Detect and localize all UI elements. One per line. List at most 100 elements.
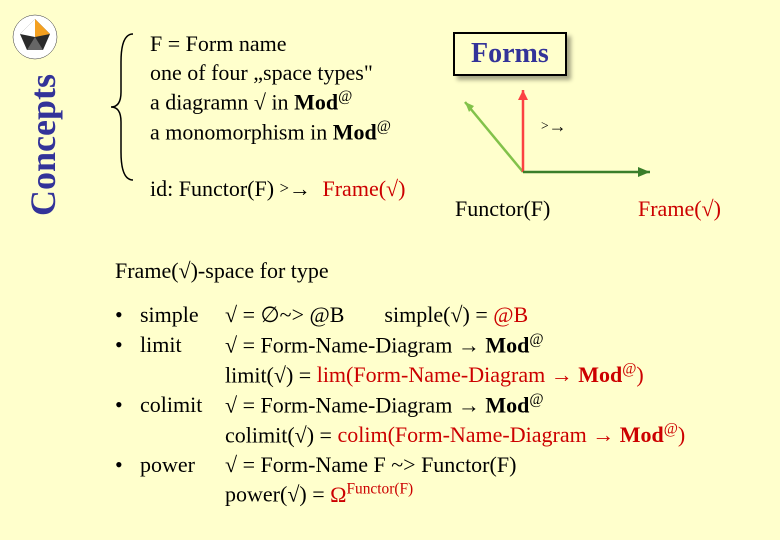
t: Mod	[485, 392, 529, 417]
t: = Form-Name F	[237, 452, 391, 477]
bullet-list: • simple √ = ∅~> @Bsimple(√) = @B • limi…	[115, 300, 685, 509]
arrow-icon: →	[289, 176, 317, 201]
t: )	[714, 196, 721, 221]
bullet-dot: •	[115, 450, 140, 480]
t: )	[678, 422, 685, 447]
t: =	[237, 302, 260, 327]
t: id: Functor(F)	[150, 176, 280, 201]
content: √ = Form-Name-Diagram → Mod@	[225, 330, 544, 360]
t: ~>	[391, 452, 415, 477]
arrow-icon: →	[458, 392, 480, 417]
axis-diagram: >→	[455, 82, 725, 192]
t: )-space for type	[191, 258, 329, 283]
logo-icon	[10, 10, 60, 60]
arrow-icon: →	[551, 362, 573, 387]
t: Ω	[330, 482, 346, 507]
r: lim(Form-Name-Diagram → Mod@)	[317, 362, 644, 387]
definition-block: F = Form name one of four „space types" …	[150, 30, 391, 147]
t: ) =	[299, 482, 330, 507]
t: Mod	[573, 362, 623, 387]
arrow-icon: →	[458, 332, 480, 357]
sqrt-symbol: √	[225, 392, 237, 417]
bullet-colimit-2: colimit(√) = colim(Form-Name-Diagram → M…	[115, 420, 685, 450]
t: >	[541, 118, 549, 133]
forms-heading-box: Forms	[453, 32, 567, 76]
sidebar-heading: Concepts	[22, 65, 64, 225]
t: Mod	[333, 119, 377, 144]
t: ) =	[286, 362, 317, 387]
t: = Form-Name-Diagram	[237, 332, 458, 357]
sqrt-symbol: √	[225, 452, 237, 477]
t: Mod	[294, 90, 338, 115]
frame-label: Frame(√)	[323, 176, 406, 201]
t: @	[529, 391, 543, 408]
id-functor-line: id: Functor(F) >→ Frame(√)	[150, 176, 405, 202]
content: √ = Form-Name-Diagram → Mod@	[225, 390, 544, 420]
t: in	[266, 90, 294, 115]
content: √ = Form-Name F ~> Functor(F)	[225, 450, 516, 480]
sqrt-symbol: √	[450, 302, 462, 327]
t: @	[622, 361, 636, 378]
bullet-limit-2: limit(√) = lim(Form-Name-Diagram → Mod@)	[115, 360, 685, 390]
bullet-power: • power √ = Form-Name F ~> Functor(F)	[115, 450, 685, 480]
t: Functor(F)	[416, 452, 517, 477]
def-line-1: F = Form name	[150, 30, 391, 59]
sqrt-symbol: √	[386, 176, 398, 201]
t: @	[529, 331, 543, 348]
frame-label-right: Frame(√)	[638, 196, 721, 222]
t: @	[338, 88, 352, 105]
t: „	[253, 60, 263, 85]
t: @	[377, 118, 391, 135]
content: power(√) = ΩFunctor(F)	[115, 479, 413, 509]
t: )	[636, 362, 643, 387]
functor-label: Functor(F)	[455, 196, 550, 222]
t: @	[664, 421, 678, 438]
t: )	[398, 176, 405, 201]
def-line-3: a diagramn √ in Mod@	[150, 87, 391, 117]
sqrt-symbol: √	[274, 362, 286, 387]
t: ∅~>	[261, 302, 304, 327]
t: Mod	[485, 332, 529, 357]
sqrt-symbol: √	[295, 422, 307, 447]
sqrt-symbol: √	[179, 258, 191, 283]
diagram-arrow-label: >→	[541, 116, 567, 137]
content: √ = ∅~> @Bsimple(√) = @B	[225, 300, 528, 330]
t: colim(Form-Name-Diagram	[337, 422, 592, 447]
content: limit(√) = lim(Form-Name-Diagram → Mod@)	[115, 360, 644, 390]
frame-space-heading: Frame(√)-space for type	[115, 258, 329, 284]
sqrt-symbol: √	[225, 302, 237, 327]
t: @B	[304, 302, 344, 327]
sqrt-symbol: √	[225, 332, 237, 357]
sqrt-symbol: √	[287, 482, 299, 507]
bullet-dot: •	[115, 330, 140, 360]
content: colimit(√) = colim(Form-Name-Diagram → M…	[115, 420, 685, 450]
t: Mod	[614, 422, 664, 447]
t: ) =	[307, 422, 338, 447]
t: Functor(F)	[346, 480, 413, 497]
t: space types	[263, 60, 364, 85]
sqrt-symbol: √	[254, 90, 266, 115]
t: = Form-Name-Diagram	[237, 392, 458, 417]
r: ΩFunctor(F)	[330, 482, 413, 507]
t: "	[364, 60, 373, 85]
t: Frame(	[115, 258, 179, 283]
r: colim(Form-Name-Diagram → Mod@)	[337, 422, 685, 447]
bullet-dot: •	[115, 300, 140, 330]
t: >	[280, 179, 289, 198]
bullet-limit: • limit √ = Form-Name-Diagram → Mod@	[115, 330, 685, 360]
kw: colimit	[140, 390, 225, 420]
t: one of four	[150, 60, 253, 85]
bullet-power-2: power(√) = ΩFunctor(F)	[115, 479, 685, 509]
kw: limit	[140, 330, 225, 360]
t: ) =	[463, 302, 494, 327]
t: Frame(	[323, 176, 387, 201]
bullet-simple: • simple √ = ∅~> @Bsimple(√) = @B	[115, 300, 685, 330]
brace-icon	[108, 32, 138, 182]
def-line-4: a monomorphism in Mod@	[150, 117, 391, 147]
kw: simple	[140, 300, 225, 330]
t: a monomorphism in	[150, 119, 333, 144]
sqrt-symbol: √	[702, 196, 714, 221]
kw: power	[140, 450, 225, 480]
arrow-icon: →	[592, 422, 614, 447]
t: simple(	[384, 302, 450, 327]
